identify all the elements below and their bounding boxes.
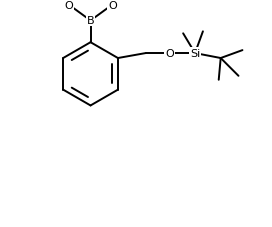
Text: O: O [108, 1, 117, 11]
Text: O: O [165, 49, 174, 59]
Text: O: O [64, 1, 73, 11]
Text: B: B [87, 16, 94, 26]
Text: Si: Si [190, 49, 200, 59]
